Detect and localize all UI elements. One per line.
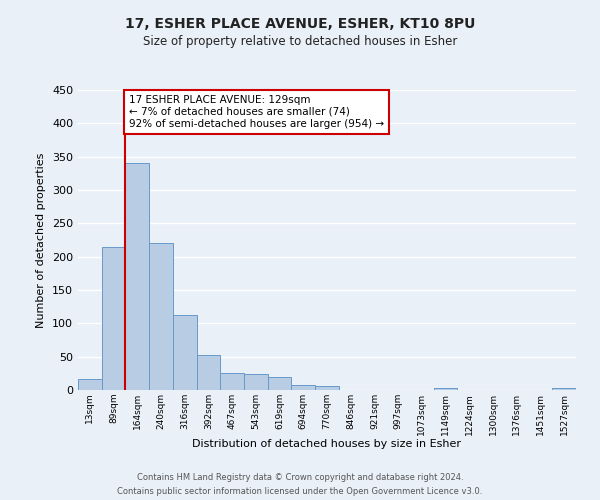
Bar: [78, 378, 102, 390]
Text: Contains HM Land Registry data © Crown copyright and database right 2024.: Contains HM Land Registry data © Crown c…: [137, 472, 463, 482]
Bar: [434, 388, 457, 390]
Text: Size of property relative to detached houses in Esher: Size of property relative to detached ho…: [143, 35, 457, 48]
X-axis label: Distribution of detached houses by size in Esher: Distribution of detached houses by size …: [193, 439, 461, 449]
Text: 17, ESHER PLACE AVENUE, ESHER, KT10 8PU: 17, ESHER PLACE AVENUE, ESHER, KT10 8PU: [125, 18, 475, 32]
Bar: [102, 246, 125, 390]
Bar: [244, 374, 268, 390]
Bar: [197, 354, 220, 390]
Bar: [220, 372, 244, 390]
Bar: [125, 164, 149, 390]
Text: 17 ESHER PLACE AVENUE: 129sqm
← 7% of detached houses are smaller (74)
92% of se: 17 ESHER PLACE AVENUE: 129sqm ← 7% of de…: [129, 96, 384, 128]
Bar: [315, 386, 339, 390]
Y-axis label: Number of detached properties: Number of detached properties: [37, 152, 46, 328]
Text: Contains public sector information licensed under the Open Government Licence v3: Contains public sector information licen…: [118, 488, 482, 496]
Bar: [292, 386, 315, 390]
Bar: [552, 388, 576, 390]
Bar: [268, 378, 292, 390]
Bar: [149, 242, 173, 390]
Bar: [173, 314, 197, 390]
